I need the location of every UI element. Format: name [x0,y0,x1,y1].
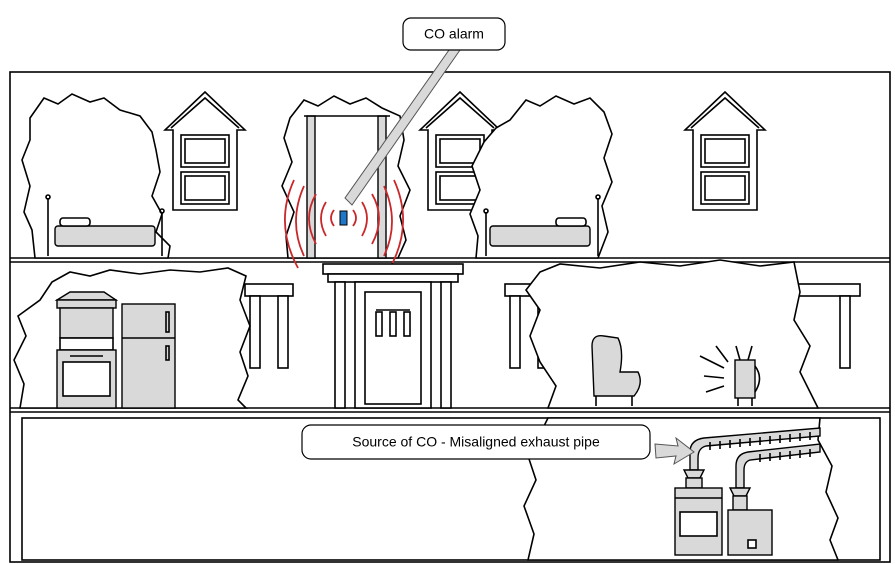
exhaust-pipes [689,427,821,489]
stove [54,291,119,409]
basement-wall [21,417,881,561]
furnace [674,469,723,556]
front-door [322,263,464,409]
alarm-waves [284,179,404,269]
bedroom-cutaway [21,93,171,259]
callout-box [301,424,651,460]
hallway-posts [304,115,390,259]
callout-label: Source of CO - Misaligned exhaust pipe [352,434,600,450]
armchair [591,335,641,406]
bed [45,194,165,256]
bed [483,194,601,256]
television [699,345,761,406]
co-alarm-device [339,210,348,226]
callout-pointer [654,436,695,466]
dormer-windows [162,90,768,211]
house-outline [9,71,891,563]
water-heater [727,487,773,556]
callout-box [402,17,506,51]
living-cutaway [525,259,820,409]
refrigerator [121,303,176,409]
callout-label: CO alarm [424,26,484,42]
